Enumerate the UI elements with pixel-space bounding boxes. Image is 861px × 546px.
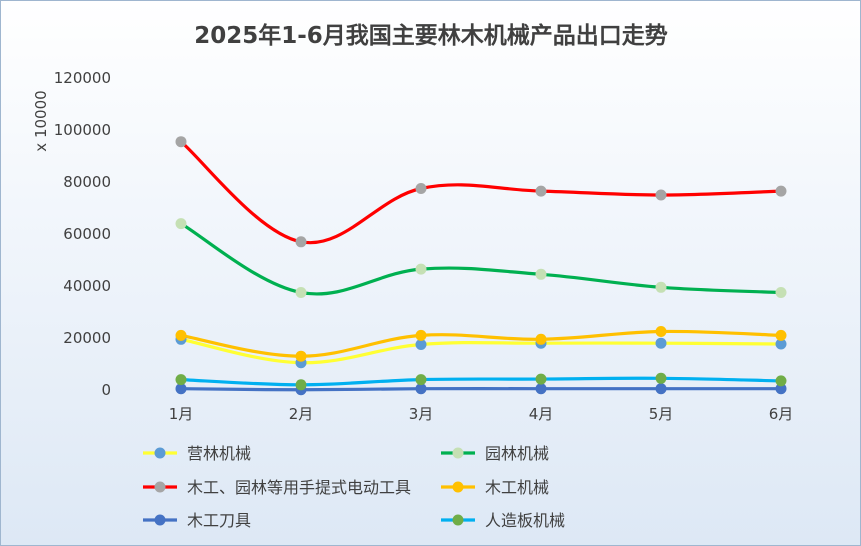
- data-point: [295, 379, 307, 391]
- x-tick-label: 2月: [289, 405, 314, 423]
- data-point: [175, 136, 187, 148]
- legend-marker: [452, 481, 464, 493]
- legend-marker: [154, 514, 166, 526]
- data-point: [535, 373, 547, 385]
- y-tick-label: 100000: [54, 121, 111, 139]
- data-point: [775, 185, 787, 197]
- legend-label: 人造板机械: [485, 511, 565, 530]
- x-axis-ticks: 1月 2月 3月 4月 5月 6月: [169, 405, 794, 423]
- x-tick-label: 1月: [169, 405, 194, 423]
- data-point: [415, 374, 427, 386]
- series-line: [179, 337, 783, 365]
- data-point: [295, 350, 307, 362]
- data-point: [175, 218, 187, 230]
- data-point: [295, 236, 307, 248]
- legend-label: 园林机械: [485, 444, 549, 463]
- series-line: [179, 222, 783, 296]
- legend-label: 木工机械: [485, 478, 549, 497]
- data-point: [535, 268, 547, 280]
- data-point: [175, 374, 187, 386]
- data-point: [775, 375, 787, 387]
- data-point: [175, 383, 187, 395]
- data-point: [535, 333, 547, 345]
- data-point: [775, 329, 787, 341]
- legend-marker: [154, 481, 166, 493]
- series-line: [179, 329, 783, 358]
- y-tick-label: 40000: [63, 277, 111, 295]
- data-point: [535, 185, 547, 197]
- data-point: [655, 337, 667, 349]
- data-point: [415, 183, 427, 194]
- series-line: [179, 140, 783, 245]
- y-axis-label: x 10000: [32, 90, 50, 151]
- x-tick-label: 3月: [409, 405, 434, 423]
- data-point: [655, 383, 667, 395]
- data-point: [775, 338, 787, 350]
- data-point: [295, 287, 307, 298]
- y-tick-label: 0: [101, 381, 111, 399]
- series-line: [179, 387, 783, 392]
- legend-label: 木工刀具: [187, 511, 251, 530]
- data-point: [775, 383, 787, 395]
- x-tick-label: 6月: [769, 405, 794, 423]
- x-tick-label: 4月: [529, 405, 554, 423]
- data-point: [175, 329, 187, 341]
- data-point: [655, 372, 667, 384]
- data-point: [415, 329, 427, 341]
- legend-marker: [154, 447, 166, 459]
- legend-label: 营林机械: [187, 444, 251, 463]
- x-tick-label: 5月: [649, 405, 674, 423]
- legend-label: 木工、园林等用手提式电动工具: [187, 478, 411, 497]
- data-point: [415, 339, 427, 350]
- y-tick-label: 20000: [63, 329, 111, 347]
- data-point: [655, 326, 667, 337]
- data-point: [415, 263, 427, 275]
- series-group: [175, 136, 787, 396]
- y-tick-label: 80000: [63, 173, 111, 191]
- y-tick-label: 120000: [54, 69, 111, 87]
- legend-marker: [452, 514, 464, 526]
- data-point: [655, 189, 667, 201]
- chart-title: 2025年1-6月我国主要林木机械产品出口走势: [194, 22, 668, 49]
- data-point: [535, 383, 547, 395]
- data-point: [775, 287, 787, 298]
- series-line: [179, 376, 783, 387]
- y-tick-label: 60000: [63, 225, 111, 243]
- legend-marker: [452, 447, 464, 459]
- data-point: [415, 383, 427, 395]
- data-point: [655, 281, 667, 293]
- y-axis-ticks: 0 20000 40000 60000 80000 100000 120000: [54, 69, 111, 399]
